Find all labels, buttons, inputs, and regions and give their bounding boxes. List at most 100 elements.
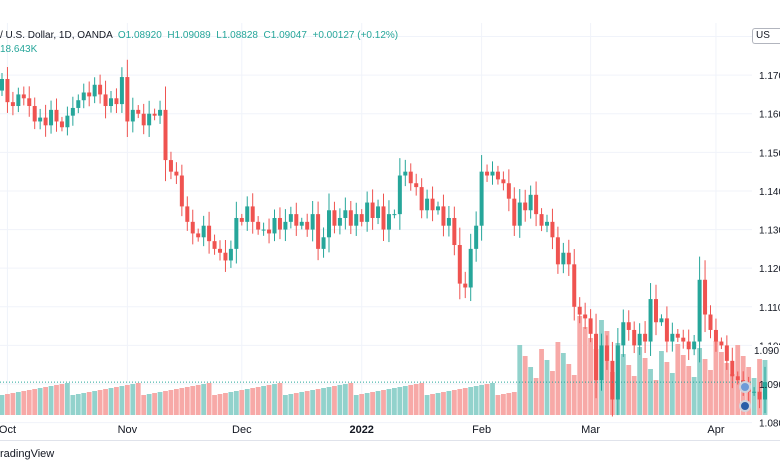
candle-body xyxy=(125,77,130,122)
volume-bar xyxy=(533,378,539,415)
volume-bar xyxy=(15,392,21,415)
candle-body xyxy=(735,376,740,381)
volume-bar xyxy=(163,391,168,415)
volume-bar xyxy=(506,393,512,415)
candle-body xyxy=(218,248,222,253)
volume-bar xyxy=(266,385,272,415)
open-value: O1.08920 xyxy=(117,30,162,41)
volume-bar xyxy=(522,356,528,415)
volume-bar xyxy=(228,392,234,415)
candle-body xyxy=(675,333,680,338)
volume-bar xyxy=(75,394,81,415)
candle-body xyxy=(305,221,310,230)
candle-body xyxy=(228,248,233,261)
volume-bar xyxy=(119,386,125,415)
candle-body xyxy=(572,264,577,307)
candle-body xyxy=(615,345,620,400)
candle-body xyxy=(234,217,239,249)
volume-bar xyxy=(479,385,484,415)
candle-body xyxy=(179,175,184,207)
candle-body xyxy=(490,171,495,176)
volume-bar xyxy=(392,388,397,415)
candle-body xyxy=(348,210,353,226)
candle-body xyxy=(70,107,75,116)
event-marker-icon[interactable] xyxy=(739,381,751,393)
event-marker-icon[interactable] xyxy=(739,400,751,412)
volume-bar xyxy=(560,353,566,415)
candle-body xyxy=(316,214,321,249)
volume-bar xyxy=(588,338,593,415)
volume-bar xyxy=(370,392,375,415)
volume-bar xyxy=(544,360,550,415)
volume-bar xyxy=(54,385,59,415)
volume-bar xyxy=(490,383,495,415)
candle-body xyxy=(21,94,26,99)
volume-bar xyxy=(5,394,10,415)
candle-body xyxy=(686,341,691,350)
candle-body xyxy=(288,214,293,222)
candle-body xyxy=(452,217,457,246)
volume-bar xyxy=(223,393,228,415)
volume-bar xyxy=(310,390,316,415)
candle-body xyxy=(441,206,446,226)
candle-body xyxy=(670,333,675,342)
candle-body xyxy=(583,314,588,319)
volume-bar xyxy=(293,393,299,415)
volume-bar xyxy=(288,394,294,415)
candle-body xyxy=(626,322,631,330)
volume-bar xyxy=(26,390,32,415)
y-tick-label: 1.150 xyxy=(759,148,780,159)
y-tick-label: 1.170 xyxy=(759,71,780,82)
y-tick-label: 1.160 xyxy=(759,110,780,121)
volume-bar xyxy=(141,395,147,415)
candle-body xyxy=(16,94,21,107)
candlestick-chart[interactable]: 1.1801.1701.1601.1501.1401.1301.1201.110… xyxy=(0,23,780,440)
volume-bar xyxy=(419,383,425,415)
candle-body xyxy=(495,171,500,180)
close-value: C1.09047 xyxy=(263,30,307,41)
chart-area[interactable]: 1.1801.1701.1601.1501.1401.1301.1201.110… xyxy=(0,23,780,440)
volume-bar xyxy=(441,392,446,415)
brand-label[interactable]: radingView xyxy=(0,448,55,460)
candle-body xyxy=(664,318,669,342)
y-tick-label: 1.110 xyxy=(759,303,780,314)
candle-body xyxy=(457,245,462,284)
volume-bar xyxy=(92,391,98,415)
volume-bar xyxy=(255,387,261,415)
volume-bar xyxy=(59,384,65,415)
volume-bar xyxy=(539,349,544,415)
candle-body xyxy=(621,322,626,346)
volume-bar xyxy=(65,383,70,415)
volume-bar xyxy=(566,364,572,415)
volume-bar xyxy=(719,352,724,415)
volume-bar xyxy=(757,349,762,415)
volume-bar xyxy=(70,395,76,415)
volume-bar xyxy=(402,386,408,415)
y-tick-label: 1.090 xyxy=(759,380,780,391)
candle-body xyxy=(430,198,435,211)
volume-bar xyxy=(517,345,523,415)
currency-button[interactable]: US xyxy=(752,28,780,44)
candle-body xyxy=(697,279,702,342)
candle-body xyxy=(757,391,762,400)
volume-bar xyxy=(201,384,207,415)
candle-body xyxy=(114,98,119,105)
candle-body xyxy=(354,214,359,226)
candle-body xyxy=(403,171,408,176)
candle-body xyxy=(523,202,528,211)
candle-body xyxy=(92,84,97,97)
volume-bar xyxy=(195,385,201,415)
candle-body xyxy=(512,198,517,226)
candle-body xyxy=(245,206,250,222)
volume-bar xyxy=(348,383,354,415)
y-tick-label: 1.130 xyxy=(759,226,780,237)
volume-bar xyxy=(239,390,245,415)
candle-body xyxy=(566,252,571,265)
volume-bar xyxy=(408,385,414,415)
candle-body xyxy=(136,109,141,114)
candle-body xyxy=(158,109,163,116)
volume-bar xyxy=(135,383,141,415)
candle-body xyxy=(277,217,282,230)
volume-bar xyxy=(484,384,490,415)
candle-body xyxy=(10,102,15,107)
